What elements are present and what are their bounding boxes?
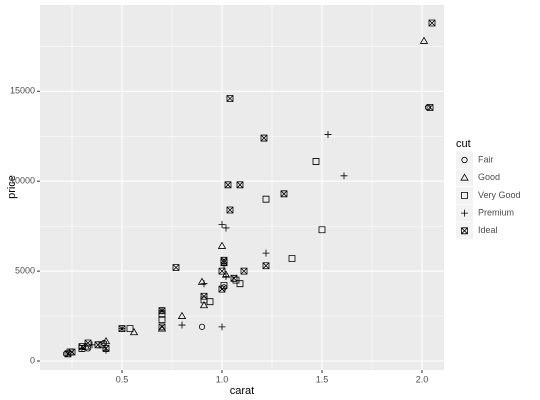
point <box>236 181 244 189</box>
points <box>62 19 436 358</box>
point <box>262 249 270 257</box>
point <box>312 158 320 165</box>
point <box>419 36 429 44</box>
point <box>199 300 209 309</box>
point <box>200 280 208 288</box>
point <box>200 292 208 300</box>
legend-key <box>456 169 473 187</box>
point <box>126 325 134 333</box>
point <box>428 19 436 27</box>
point <box>118 325 126 333</box>
y-tick-label: 10000 <box>10 176 35 186</box>
point <box>262 195 270 203</box>
point <box>220 282 228 289</box>
legend-symbol <box>460 173 469 181</box>
point <box>198 323 206 330</box>
point <box>222 273 230 281</box>
legend-symbol <box>461 192 468 199</box>
legend-label: Premium <box>478 207 514 217</box>
y-axis-label: price <box>6 175 18 199</box>
legend-label: Very Good <box>478 190 521 200</box>
legend-symbol <box>461 227 468 235</box>
legend-title: cut <box>456 138 471 150</box>
point <box>324 130 332 138</box>
point <box>222 224 230 232</box>
point <box>426 104 434 111</box>
x-tick-label: 1.5 <box>316 374 329 384</box>
point <box>158 316 166 324</box>
legend-label: Ideal <box>478 225 498 235</box>
point <box>288 255 296 262</box>
legend-label: Good <box>478 172 500 182</box>
y-tick-label: 5000 <box>15 265 35 275</box>
legend-symbol <box>461 209 468 217</box>
y-tick-label: 15000 <box>10 86 35 96</box>
point <box>262 262 270 270</box>
point <box>230 274 238 282</box>
point <box>158 323 166 331</box>
point <box>101 336 111 345</box>
point <box>226 95 234 102</box>
grid <box>40 5 444 370</box>
legend-key <box>456 151 473 169</box>
point <box>177 311 187 319</box>
point <box>218 220 226 228</box>
point <box>218 323 226 331</box>
point <box>218 285 226 293</box>
point <box>236 280 244 288</box>
point <box>94 341 102 349</box>
point <box>172 264 180 271</box>
point <box>178 321 186 329</box>
point <box>240 267 248 275</box>
point <box>64 350 72 358</box>
x-tick-label: 0.5 <box>116 374 129 384</box>
legend-key <box>456 186 473 204</box>
point <box>226 206 234 214</box>
point <box>78 343 86 351</box>
point <box>220 258 228 266</box>
point <box>260 134 268 142</box>
x-axis-label: carat <box>230 385 254 397</box>
legend-label: Fair <box>478 154 494 164</box>
point <box>340 172 348 180</box>
x-tick-label: 1.0 <box>216 374 229 384</box>
point <box>217 241 227 249</box>
y-tick-label: 0 <box>30 355 35 365</box>
point <box>280 190 288 198</box>
point <box>318 226 326 234</box>
point <box>218 267 226 275</box>
legend-symbol <box>461 156 468 164</box>
point <box>158 307 166 315</box>
x-tick-label: 2.0 <box>416 374 429 384</box>
point <box>224 181 232 189</box>
point <box>102 345 110 352</box>
